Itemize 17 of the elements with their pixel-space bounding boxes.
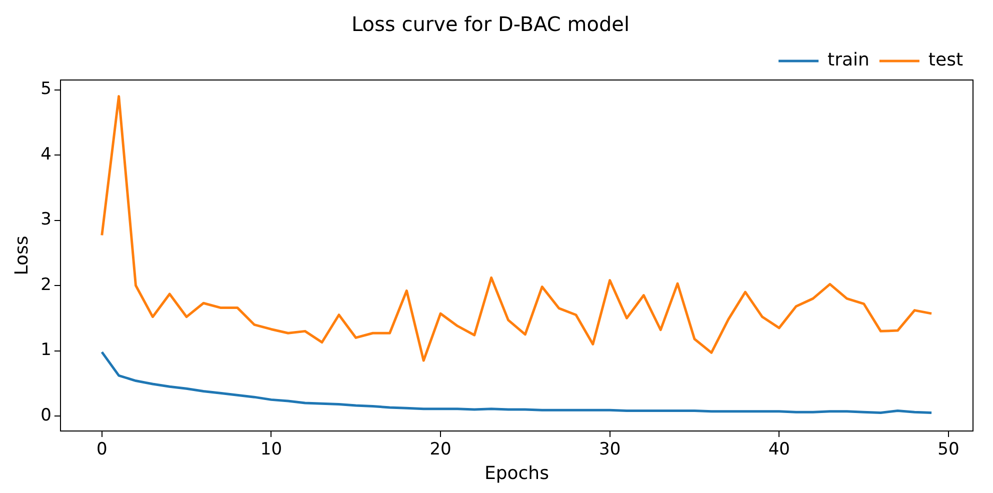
legend-label: test xyxy=(928,50,964,71)
chart-title: Loss curve for D-BAC model xyxy=(351,12,630,36)
y-tick-label: 0 xyxy=(40,405,52,426)
x-tick-label: 40 xyxy=(768,440,790,460)
y-tick-label: 4 xyxy=(40,144,52,164)
x-tick-label: 50 xyxy=(938,440,960,460)
y-axis-title: Loss xyxy=(11,236,32,276)
y-tick-label: 3 xyxy=(40,210,52,230)
x-tick-label: 30 xyxy=(599,440,621,460)
y-tick-label: 1 xyxy=(40,340,52,360)
y-tick-label: 5 xyxy=(40,79,52,100)
x-tick-label: 0 xyxy=(96,440,108,460)
y-tick-label: 2 xyxy=(40,274,52,295)
x-axis-title: Epochs xyxy=(484,462,549,484)
x-tick-label: 10 xyxy=(260,440,282,460)
x-tick-label: 20 xyxy=(430,440,452,460)
legend-label: train xyxy=(828,50,870,71)
